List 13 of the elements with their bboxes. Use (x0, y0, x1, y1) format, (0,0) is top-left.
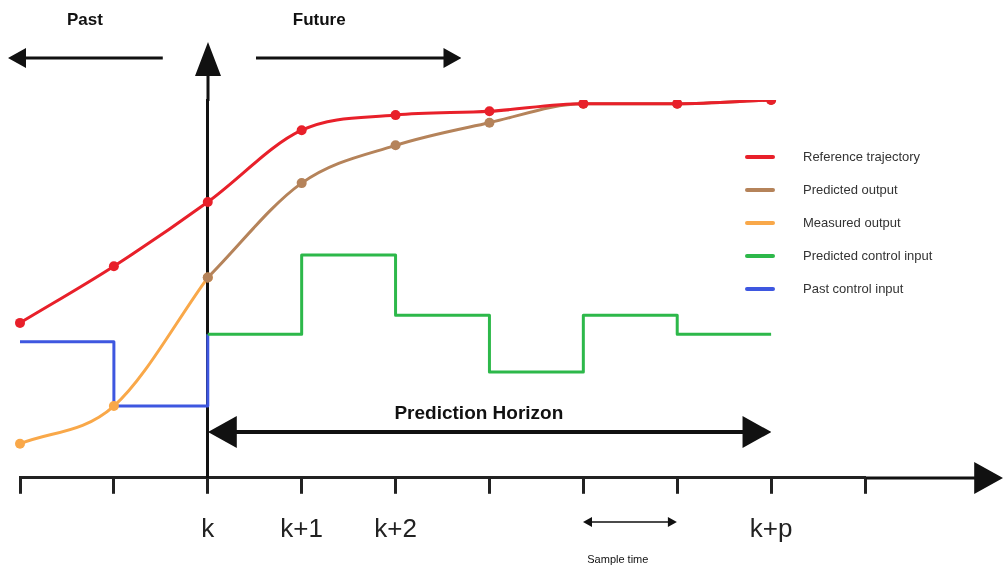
x-tick-label: k (201, 512, 216, 543)
x-tick-label: k+2 (374, 512, 417, 543)
annotation: Prediction Horizon (394, 402, 564, 424)
x-tick-label: k+1 (280, 512, 323, 543)
legend-label: Reference trajectory (803, 149, 921, 164)
legend-label: Past control input (803, 281, 904, 296)
x-tick-label: k+p (749, 512, 793, 543)
legend-label: Predicted output (803, 182, 898, 197)
text: Future (292, 10, 346, 30)
text: Past (67, 10, 103, 30)
legend-label: Predicted control input (803, 248, 933, 263)
legend-label: Measured output (803, 215, 901, 230)
text: Sample time (587, 553, 649, 565)
